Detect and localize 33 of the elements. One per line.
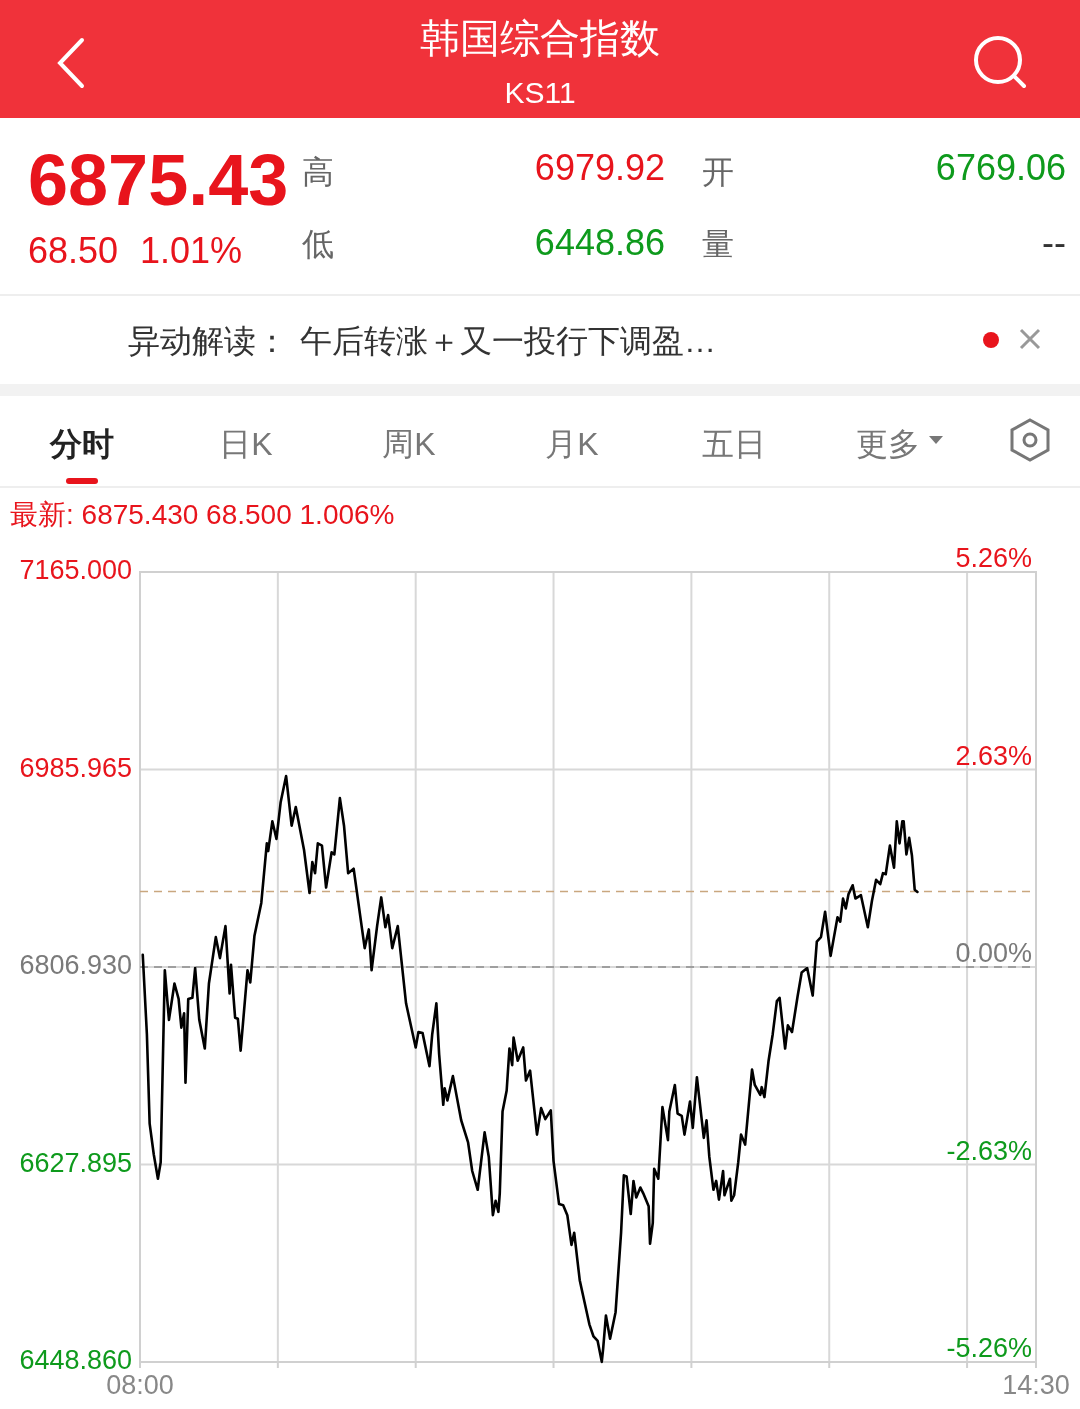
y-tick-label: 6806.930 [19,950,132,981]
text: 分时 [49,426,114,462]
text: 异动解读： [128,323,288,359]
y2-tick-label: -5.26% [946,1333,1032,1363]
x-tick-label: 14:30 [1002,1370,1070,1400]
chart-title: 韩国综合指数 [420,16,660,60]
text: 6979.92 [534,147,665,188]
y2-tick-label: 0.00% [955,938,1032,968]
text: 最新: 6875.430 68.500 1.006% [10,499,395,530]
text: 低 [302,226,334,262]
text: 6875.43 [28,140,289,220]
y2-tick-label: -2.63% [946,1135,1032,1166]
text: 月K [545,426,599,462]
text: 6769.06 [935,147,1066,188]
text: 6448.86 [534,222,665,263]
text: 1.01% [140,230,243,271]
text: 周K [382,426,436,462]
y-tick-label: 6627.895 [19,1147,132,1178]
text: 68.50 [28,230,119,271]
text: 高 [302,154,334,190]
text: -- [1042,222,1066,263]
line-series [141,774,919,1364]
text: 更多 [856,426,920,462]
text: 午后转涨＋又一投行下调盈… [300,323,716,359]
text: 日K [219,426,273,462]
y-tick-label: 6985.965 [19,752,132,783]
y-tick-label: 7165.000 [19,555,132,586]
y2-tick-label: 5.26% [955,543,1032,573]
text: 量 [702,226,734,262]
text: 五日 [702,426,766,462]
y2-tick-label: 2.63% [955,740,1032,771]
chart-subtitle: KS11 [504,76,576,109]
text: 开 [702,154,734,190]
